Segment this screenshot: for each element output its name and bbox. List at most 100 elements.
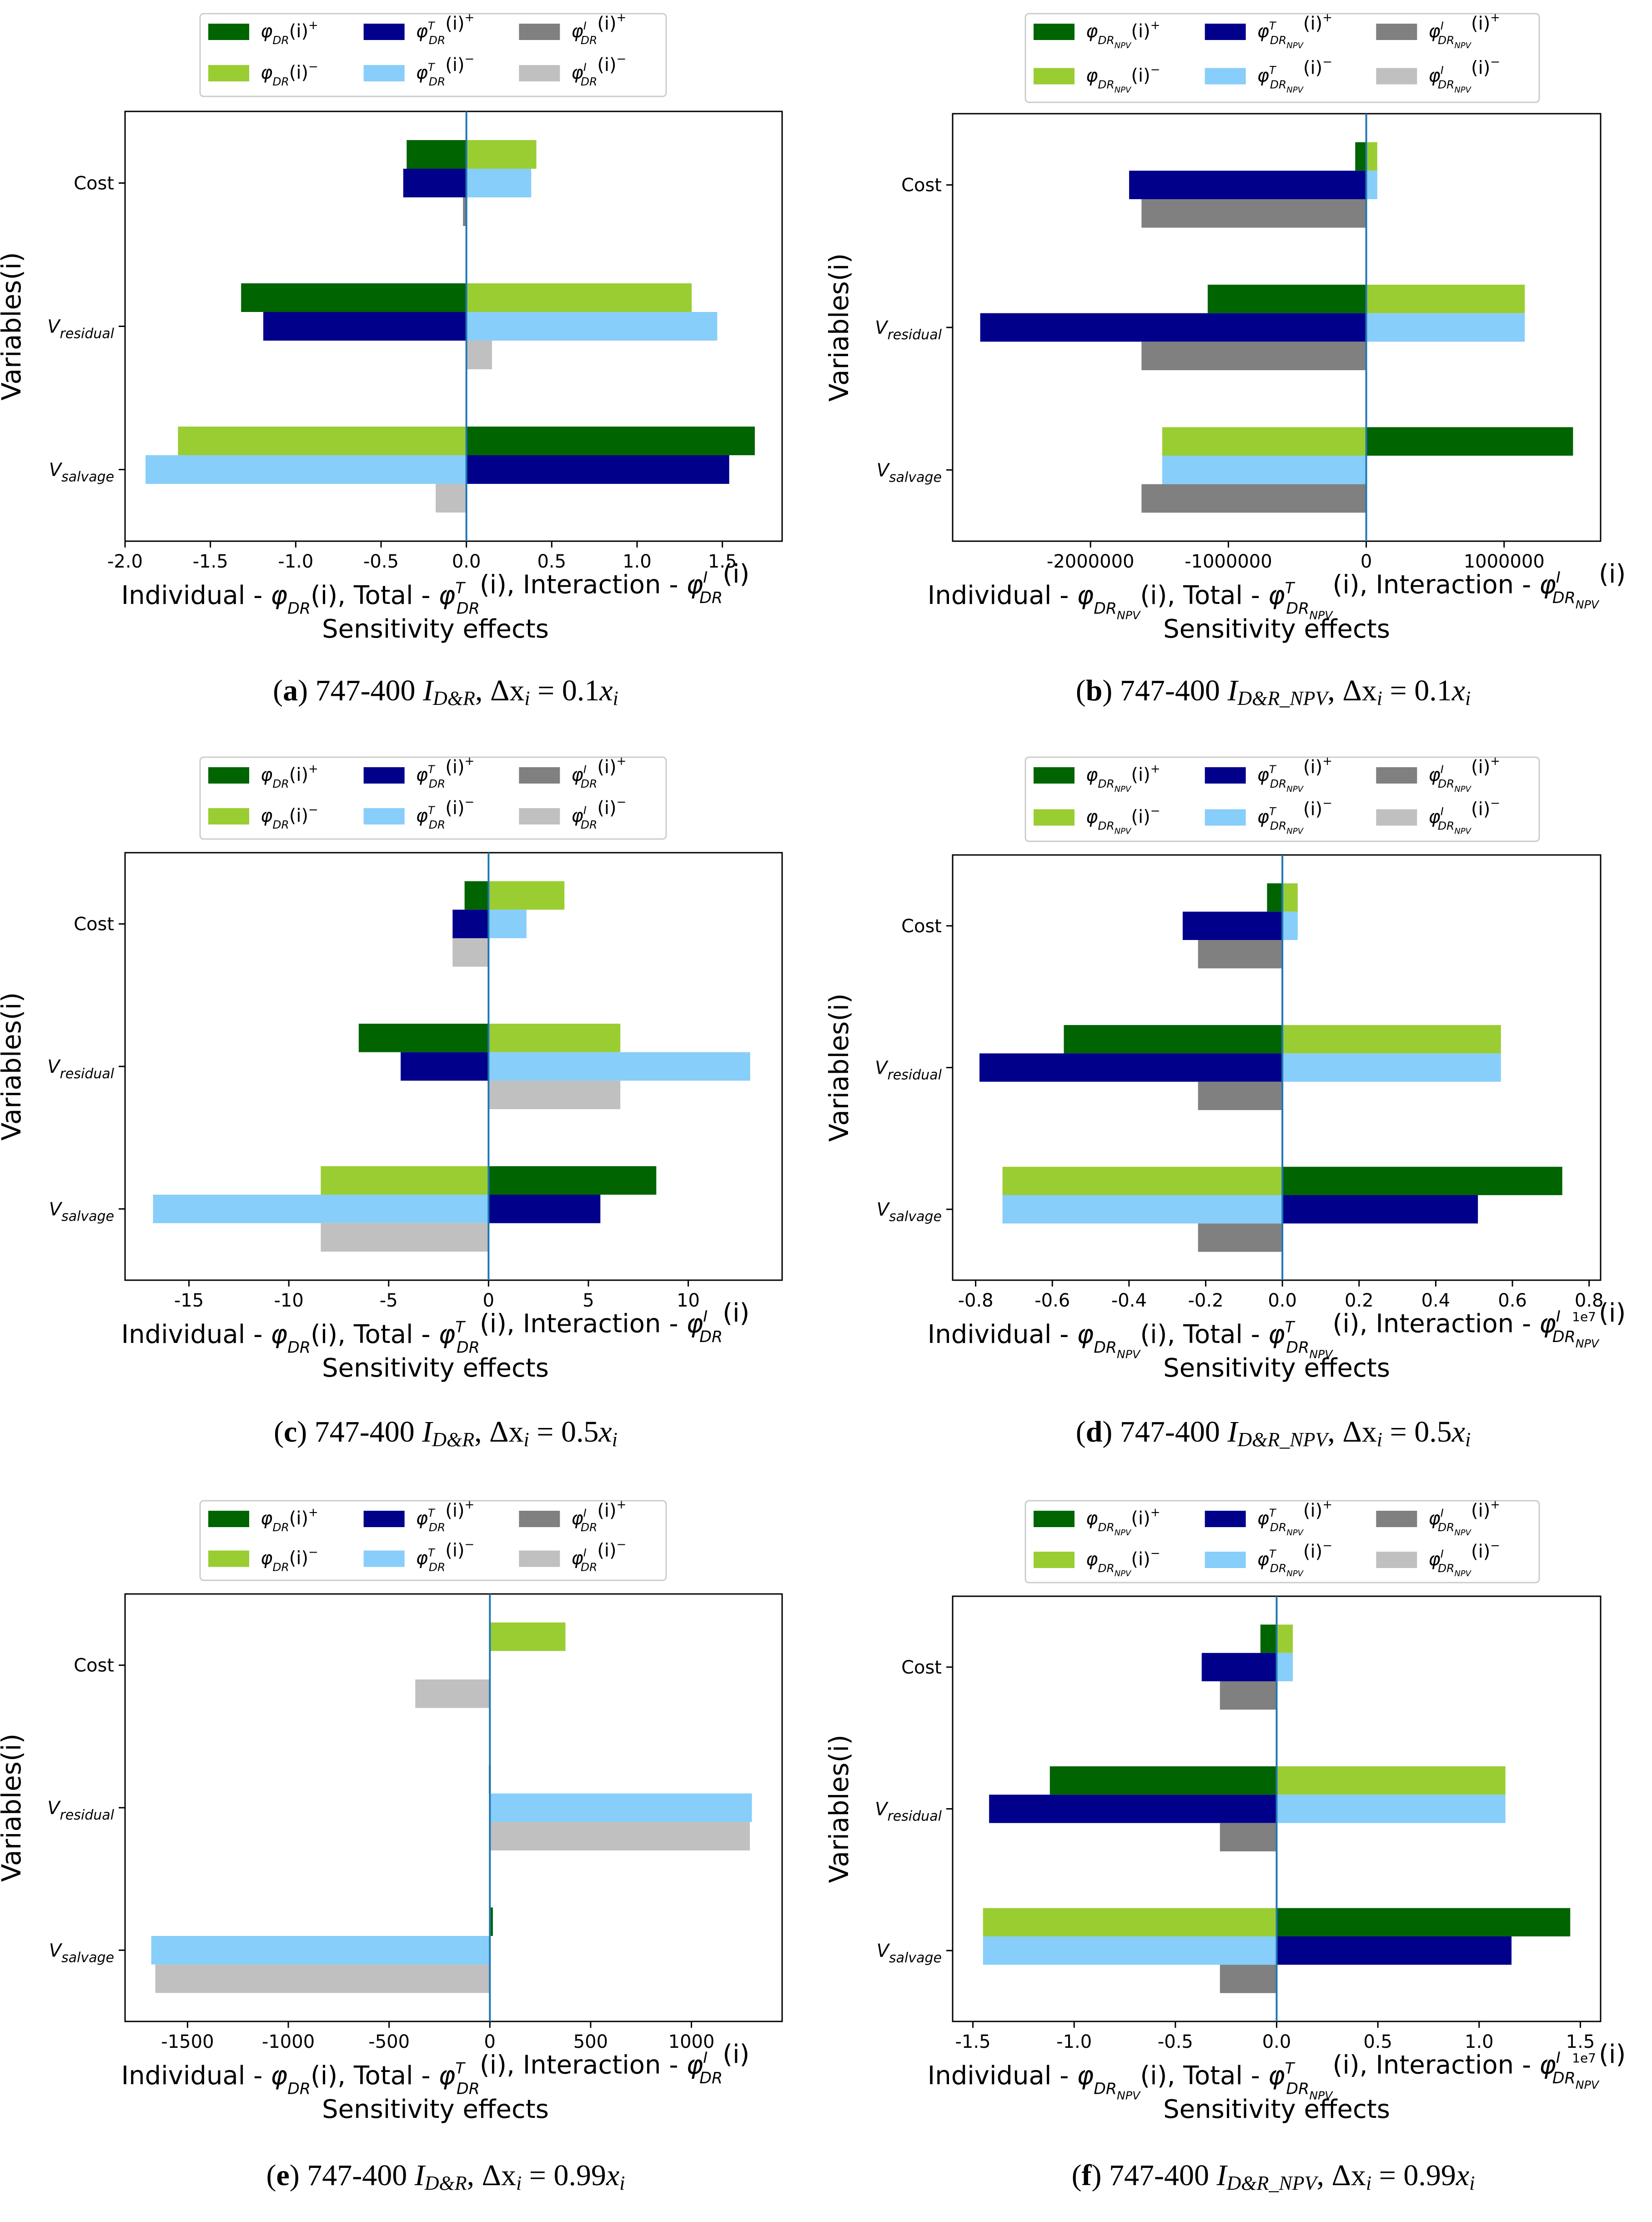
category-label: Vresidual [875, 317, 942, 343]
legend-swatch-ind_pos [208, 1511, 249, 1527]
y-axis-label: Variables(i) [0, 252, 27, 400]
xtick-label: -1.5 [193, 551, 228, 572]
bar-v-salvage-s1 [178, 427, 467, 455]
legend-swatch-ind_pos [208, 767, 249, 784]
bar-v-residual-s1 [1282, 1025, 1501, 1054]
bar-cost-s2 [1201, 1653, 1277, 1681]
bar-v-salvage-s3 [1162, 456, 1366, 484]
y-axis-label: Variables(i) [823, 1734, 854, 1883]
bar-v-salvage-s1 [321, 1166, 489, 1195]
legend-swatch-int_neg [519, 1550, 560, 1567]
category-label: Vsalvage [877, 1199, 942, 1225]
legend-label-int_pos: φI DRNPV(i)+ [1428, 754, 1500, 794]
bar-v-salvage-s0 [1276, 1908, 1571, 1936]
bar-v-salvage-s0 [1282, 1166, 1562, 1195]
xtick-label: 0 [483, 1290, 494, 1311]
legend-swatch-int_pos [1376, 1511, 1417, 1527]
legend-label-tot_neg: φT DR(i)− [416, 795, 475, 831]
bar-v-residual-s0 [1064, 1025, 1283, 1054]
bar-cost-s1 [1276, 1624, 1293, 1653]
legend-label-tot_neg: φT DR(i)− [416, 1538, 475, 1574]
xtick-label: 0.0 [1268, 1290, 1297, 1311]
legend-swatch-tot_neg [1205, 1552, 1246, 1568]
category-label: Cost [901, 916, 942, 937]
legend-swatch-ind_neg [1034, 1552, 1075, 1568]
bar-v-residual-s0 [241, 283, 467, 312]
bar-v-residual-s0 [1049, 1766, 1277, 1795]
category-label: Cost [901, 1657, 942, 1678]
xtick-label: 1.5 [708, 551, 737, 572]
legend-swatch-int_neg [1376, 68, 1417, 85]
legend-label-ind_neg: φDR(i)− [261, 60, 318, 88]
xtick-label: 1.0 [1465, 2031, 1494, 2052]
legend-label-ind_neg: φDR(i)− [261, 803, 318, 831]
bar-v-salvage-s2 [1276, 1936, 1512, 1965]
xtick-label: 0.8 [1575, 1290, 1604, 1311]
bar-v-salvage-s5 [436, 484, 467, 513]
bar-v-residual-s3 [1276, 1795, 1506, 1823]
bar-cost-s1 [466, 140, 537, 169]
legend-label-int_pos: φI DRNPV(i)+ [1428, 11, 1500, 50]
bar-v-salvage-s2 [488, 1195, 601, 1223]
legend-swatch-ind_neg [208, 808, 249, 824]
legend-label-int_neg: φI DRNPV(i)− [1428, 797, 1500, 836]
bar-v-salvage-s0 [466, 427, 755, 455]
category-label: Cost [901, 175, 942, 196]
bar-v-salvage-s3 [146, 455, 467, 484]
legend-swatch-int_pos [519, 1511, 560, 1527]
legend-swatch-tot_neg [363, 1550, 405, 1567]
xtick-label: 0.0 [1262, 2031, 1291, 2052]
legend-label-int_neg: φI DR(i)− [571, 795, 626, 831]
bar-v-salvage-s2 [1282, 1195, 1478, 1224]
legend-swatch-tot_neg [1205, 809, 1246, 826]
chart-panel-b: φDRNPV(i)+ φDRNPV(i)− φT DRNPV(i)+ φT DRNPV(i… [823, 11, 1626, 709]
legend-label-ind_pos: φDRNPV(i)+ [1086, 1506, 1160, 1538]
legend-label-tot_neg: φT DRNPV(i)− [1257, 55, 1332, 95]
bar-v-salvage-s3 [1002, 1195, 1283, 1224]
bar-v-salvage-s1 [983, 1908, 1277, 1936]
bar-cost-s3 [466, 169, 532, 197]
xtick-label: 0.5 [1363, 2031, 1392, 2052]
legend-label-tot_pos: φT DRNPV(i)+ [1257, 11, 1332, 50]
legend-label-int_neg: φI DR(i)− [571, 52, 626, 88]
bar-cost-s0 [1267, 883, 1283, 912]
bar-cost-s4 [1198, 940, 1283, 969]
legend-swatch-int_pos [519, 767, 560, 784]
legend-swatch-ind_pos [1034, 1511, 1075, 1527]
legend-label-tot_neg: φT DR(i)− [416, 52, 475, 88]
xtick-label: -500 [368, 2031, 410, 2052]
bar-cost-s2 [403, 169, 467, 197]
legend-swatch-tot_pos [363, 767, 405, 784]
xtick-label: 1.0 [623, 551, 652, 572]
bar-v-salvage-s5 [321, 1223, 489, 1252]
bar-v-residual-s3 [488, 1052, 750, 1081]
bar-cost-s2 [452, 910, 489, 938]
bar-cost-s5 [415, 1679, 490, 1708]
legend-swatch-tot_pos [363, 24, 405, 40]
bar-v-residual-s4 [1220, 1823, 1277, 1851]
category-label: Vsalvage [49, 1199, 114, 1224]
bar-v-residual-s5 [466, 341, 492, 369]
panel-caption: (e) 747-400 ID&R, Δxi = 0.99xi [266, 2159, 625, 2194]
xtick-label: -0.6 [1034, 1290, 1070, 1311]
panel-caption: (d) 747-400 ID&R_NPV, Δxi = 0.5xi [1076, 1415, 1471, 1451]
xtick-label: 0.6 [1498, 1290, 1527, 1311]
bar-v-residual-s1 [1276, 1766, 1506, 1795]
legend-label-tot_pos: φT DRNPV(i)+ [1257, 1498, 1332, 1538]
x-axis-label: Individual - φDRNPV(i), Total - φT DRNPV(… [928, 559, 1626, 622]
legend-swatch-tot_pos [1205, 1511, 1246, 1527]
bar-v-residual-s0 [1207, 285, 1366, 313]
xtick-label: -1000 [262, 2031, 315, 2052]
chart-panel-e: φDR(i)+ φDR(i)− φT DR(i)+ φT DR(i)− φI DR(i)+ φI… [0, 1498, 783, 2194]
legend-swatch-tot_pos [363, 1511, 405, 1527]
x-axis-label-line2: Sensitivity effects [322, 2095, 549, 2124]
bar-cost-s1 [488, 881, 565, 910]
bar-v-salvage-s5 [155, 1964, 490, 1993]
legend-label-ind_pos: φDRNPV(i)+ [1086, 762, 1160, 794]
legend-swatch-tot_neg [363, 65, 405, 81]
bar-v-residual-s1 [488, 1024, 621, 1052]
bar-v-residual-s5 [488, 1081, 621, 1109]
bar-v-salvage-s0 [490, 1907, 493, 1936]
bar-cost-s1 [1366, 142, 1377, 171]
chart-panel-f: φDRNPV(i)+ φDRNPV(i)− φT DRNPV(i)+φT DRNPV(i… [823, 1498, 1626, 2194]
